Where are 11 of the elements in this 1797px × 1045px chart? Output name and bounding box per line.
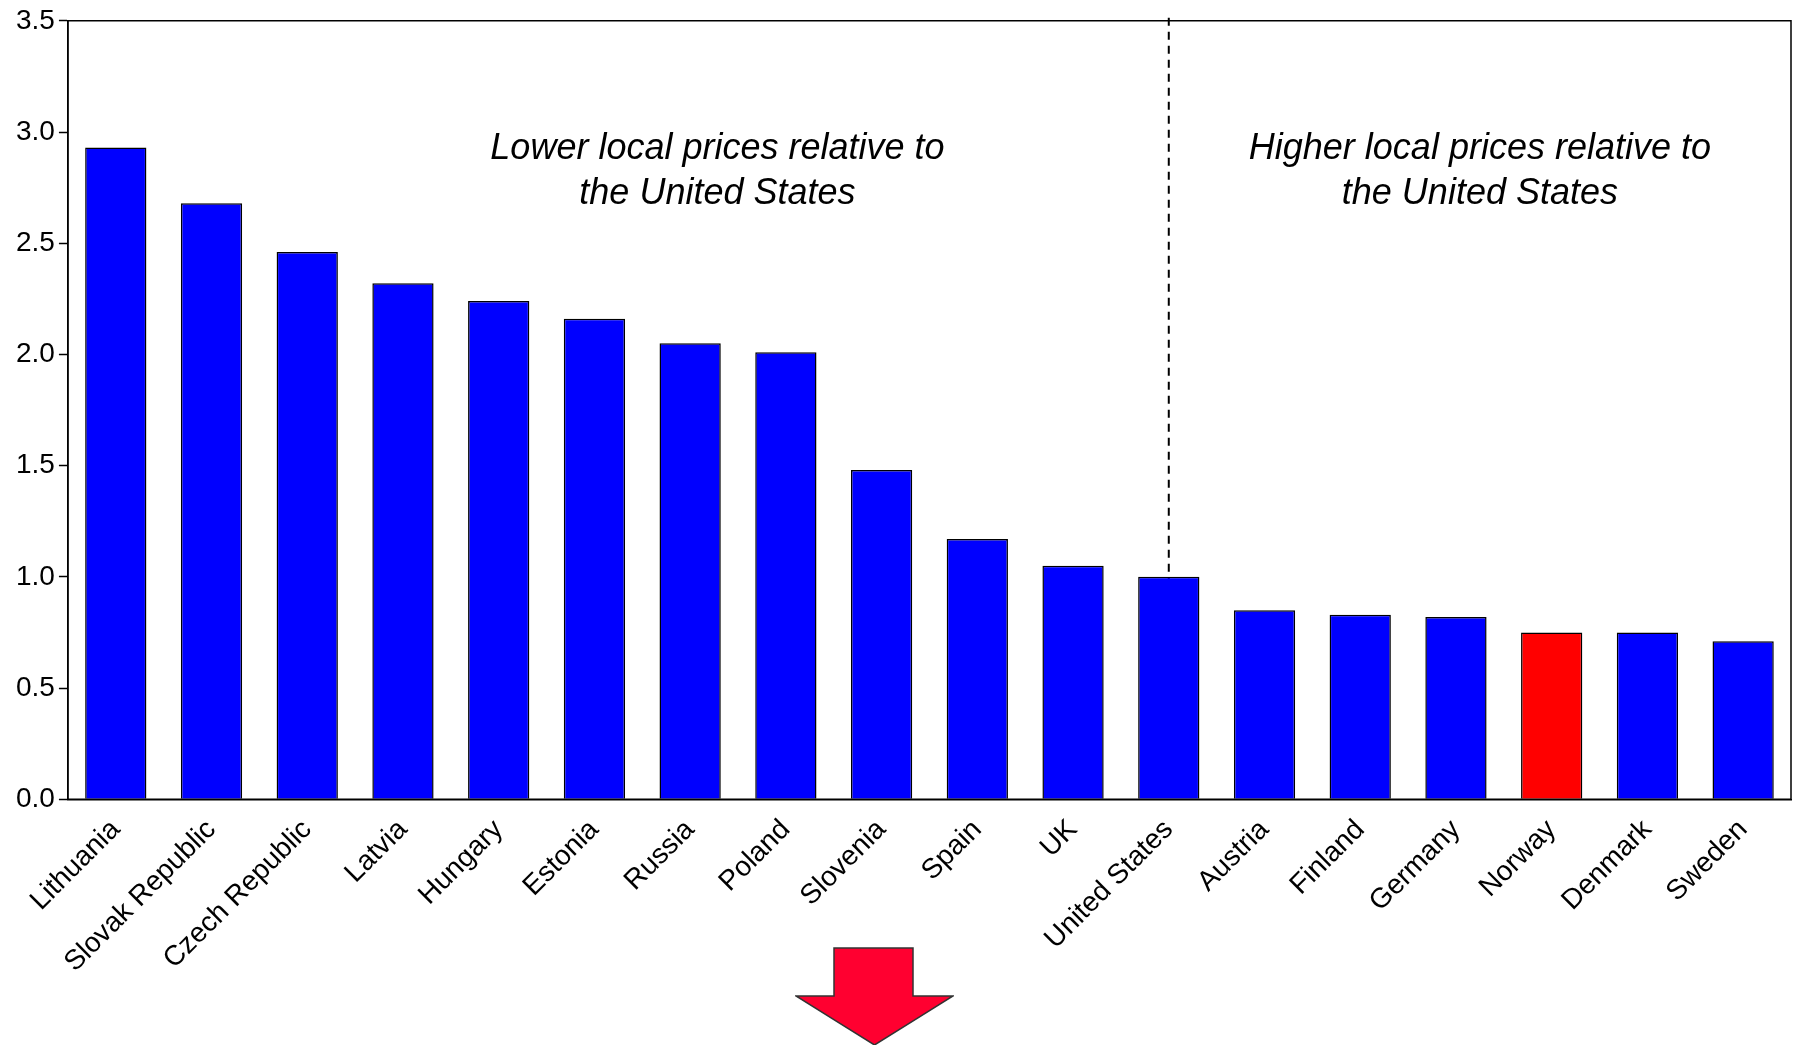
y-tick-label: 0.5 (15, 670, 55, 702)
y-tick-label: 3.5 (15, 3, 55, 35)
x-tick-label: UK (1033, 812, 1083, 863)
y-tick-label: 2.5 (15, 225, 55, 257)
y-tick-label: 2.0 (15, 337, 55, 369)
y-tick-label: 1.5 (15, 448, 55, 480)
annotation: Higher local prices relative to the United States (1248, 125, 1711, 212)
y-tick-label: 1.0 (15, 559, 55, 591)
annotation: Lower local prices relative to the United States (490, 125, 945, 212)
y-tick-label: 0.0 (15, 781, 55, 813)
y-tick-label: 3.0 (15, 114, 55, 146)
